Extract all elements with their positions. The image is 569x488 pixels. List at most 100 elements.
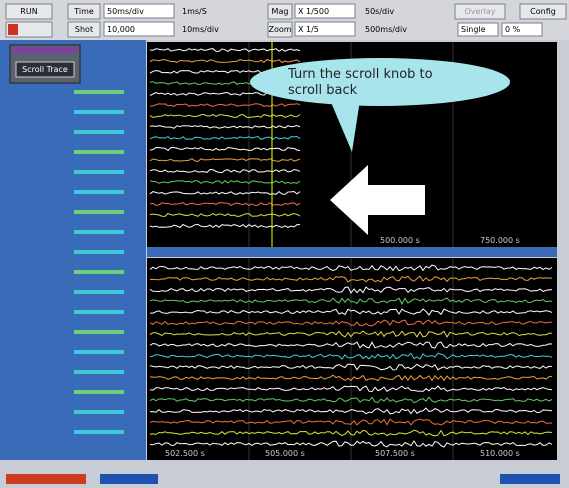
lower-trace — [149, 275, 553, 283]
time-label: Time — [73, 7, 94, 16]
sample-rate: 1ms/S — [182, 7, 207, 16]
lower-trace — [149, 363, 553, 371]
channel-row — [74, 290, 124, 294]
callout-tail — [330, 100, 360, 152]
stop-icon — [8, 24, 18, 35]
run-button[interactable] — [5, 3, 53, 20]
lower-trace — [149, 297, 553, 306]
upper-trace — [149, 58, 301, 64]
shot-field[interactable] — [103, 21, 175, 37]
mag-value: X 1/500 — [298, 7, 329, 16]
mag-field[interactable] — [294, 3, 356, 19]
mag-div: 50s/div — [365, 7, 394, 16]
upper-trace — [149, 158, 301, 163]
upper-trace — [149, 135, 301, 140]
zoom-button[interactable] — [267, 21, 293, 38]
status-page — [500, 474, 560, 484]
time-button[interactable] — [67, 3, 101, 20]
zoom-label: Zoom — [268, 25, 291, 34]
zoom-div: 500ms/div — [365, 25, 407, 34]
channel-row — [74, 270, 124, 274]
upper-trace — [149, 48, 301, 53]
status-alarm — [6, 474, 86, 484]
zoom-value: X 1/5 — [298, 25, 319, 34]
upper-trace — [149, 124, 301, 129]
lower-trace — [149, 352, 553, 360]
shot-label: Shot — [75, 25, 93, 34]
trigger-field[interactable] — [457, 22, 499, 37]
channel-row — [74, 230, 124, 234]
lower-trace — [149, 440, 553, 448]
channel-row — [74, 350, 124, 354]
shot-value: 10,000 — [107, 25, 135, 34]
trigger-pos-field[interactable] — [501, 22, 543, 37]
channel-row — [74, 190, 124, 194]
upper-trace — [149, 179, 301, 185]
scroll-trace-label: Scroll Trace — [22, 65, 68, 74]
callout-line-2: scroll back — [288, 83, 358, 98]
scroll-box-title — [12, 47, 78, 53]
lower-trace — [149, 264, 553, 272]
lower-trace — [149, 407, 553, 415]
mag-label: Mag — [272, 7, 289, 16]
upper-trace — [149, 202, 301, 207]
overlay-button[interactable] — [454, 3, 506, 20]
lower-axis-label: 507.500 s — [375, 449, 415, 458]
divider — [147, 247, 557, 257]
mag-button[interactable] — [267, 3, 293, 20]
lower-trace — [149, 319, 553, 327]
time-div-field[interactable] — [103, 3, 175, 19]
scroll-arrow — [330, 165, 425, 235]
upper-axis-label: 500.000 s — [380, 236, 420, 245]
callout-line-1: Turn the scroll knob to — [287, 67, 433, 82]
shot-time: 10ms/div — [182, 25, 219, 34]
scroll-trace-button[interactable] — [15, 61, 75, 78]
channel-row — [74, 430, 124, 434]
channel-row — [74, 310, 124, 314]
upper-trace — [149, 146, 301, 152]
channel-row — [74, 410, 124, 414]
channel-row — [74, 90, 124, 94]
upper-trace — [149, 103, 301, 107]
upper-trace — [149, 212, 301, 217]
upper-trace — [149, 190, 301, 195]
status-bar — [0, 460, 569, 484]
time-div: 50ms/div — [107, 7, 144, 16]
lower-trace — [149, 385, 553, 393]
channel-row — [74, 170, 124, 174]
config-label: Config — [530, 7, 556, 16]
channel-row — [74, 110, 124, 114]
upper-trace — [149, 223, 300, 229]
lower-trace — [150, 308, 553, 316]
config-button[interactable] — [519, 3, 567, 20]
overlay-label: Overlay — [464, 7, 495, 16]
upper-trace — [149, 113, 301, 119]
channel-row — [74, 130, 124, 134]
channel-row — [74, 210, 124, 214]
channel-row — [74, 370, 124, 374]
lower-trace — [149, 396, 553, 404]
channel-row — [74, 250, 124, 254]
lower-trace — [149, 341, 553, 349]
channel-row — [74, 390, 124, 394]
upper-trace — [149, 168, 301, 174]
shot-button[interactable] — [67, 21, 101, 38]
trigger-mode: Single — [461, 25, 486, 34]
lower-axis-label: 510.000 s — [480, 449, 520, 458]
channel-panel — [0, 40, 146, 460]
trigger-value: 0 % — [505, 25, 521, 34]
channel-row — [74, 150, 124, 154]
channel-row — [74, 330, 124, 334]
lower-trace — [149, 418, 553, 426]
upper-axis-label: 750.000 s — [480, 236, 520, 245]
status-channel — [100, 474, 158, 484]
run-label: RUN — [20, 7, 37, 16]
zoom-field[interactable] — [294, 21, 356, 37]
lower-plot — [147, 258, 557, 460]
lower-trace — [149, 374, 553, 382]
callout-bubble — [250, 58, 510, 106]
lower-trace — [149, 330, 553, 338]
lower-trace — [149, 429, 553, 437]
lower-axis-label: 505.000 s — [265, 449, 305, 458]
